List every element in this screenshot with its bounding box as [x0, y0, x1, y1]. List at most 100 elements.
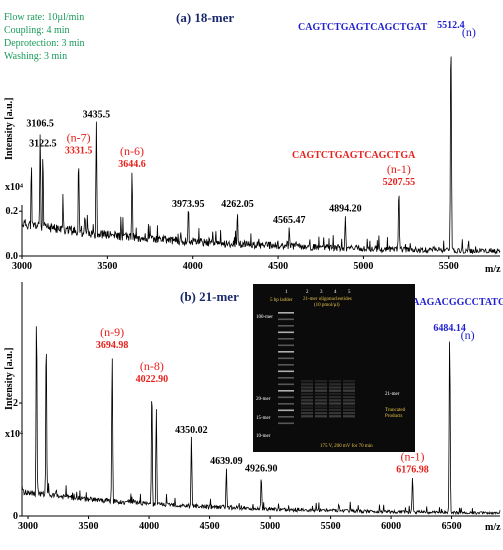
gel-size-10: 10-mer [256, 434, 271, 439]
y-tick-label: 0.2 [6, 206, 19, 217]
peak-label: 3435.5 [83, 110, 111, 121]
gel-ladder-band [278, 357, 294, 360]
gel-sample-band [329, 402, 341, 405]
gel-sample-band [315, 396, 327, 399]
gel-sample-band [315, 392, 327, 395]
x-tick-label: 4000 [183, 261, 203, 272]
gel-sample-band [315, 402, 327, 405]
gel-ladder-title: 5 bp ladder [270, 298, 293, 303]
peak-label: 4926.90 [245, 463, 278, 474]
x-tick-label: 3000 [18, 521, 38, 532]
gel-sample-band [343, 412, 355, 415]
panel-b-multiplier: x10⁴ [5, 429, 23, 440]
peak-label: 6484.14 [433, 323, 466, 334]
gel-size-20: 20-mer [256, 397, 271, 402]
gel-ladder-band [278, 383, 294, 386]
gel-ladder-band [278, 416, 294, 418]
gel-sample-band [315, 389, 327, 392]
gel-ladder-band [278, 351, 294, 353]
gel-sample-band [315, 386, 327, 389]
gel-sample-band [329, 396, 341, 399]
panel-a-spectrum-trace [21, 56, 501, 255]
condition-coupling: Coupling: 4 min [4, 25, 70, 36]
gel-sample-band [343, 415, 355, 418]
peak-label: 3644.6 [118, 159, 146, 170]
peak-label: 3331.5 [65, 145, 93, 156]
gel-sample-band [343, 402, 355, 405]
peak-tag: (n) [462, 25, 476, 39]
gel-sample-band [343, 405, 355, 408]
gel-size-100: 100-mer [256, 315, 273, 320]
gel-ladder-band [278, 325, 294, 327]
panel-b-title: (b) 21-mer [180, 289, 239, 304]
gel-sample-band [329, 392, 341, 395]
gel-ladder-band [278, 318, 294, 321]
x-tick-label: 4500 [200, 521, 220, 532]
gel-sample-band [301, 392, 313, 395]
x-tick-label: 5500 [439, 261, 459, 272]
gel-inset: 1 2 3 4 5 5 bp ladder 21-mer oligonucleo… [253, 284, 415, 452]
gel-sample-band [343, 389, 355, 392]
gel-sample-band [329, 386, 341, 389]
gel-sample-band [301, 386, 313, 389]
gel-sample-band [315, 408, 327, 411]
panel-a: (a) 18-mer CAGTCTGAGTCAGCTGAT CAGTCTGAGT… [4, 10, 501, 275]
peak-tag: (n-8) [140, 359, 164, 373]
gel-ladder-band [278, 390, 294, 392]
peak-tag: (n-6) [120, 144, 144, 158]
gel-sample-band [301, 412, 313, 415]
panel-a-sequence-n-1: CAGTCTGAGTCAGCTGA [292, 150, 416, 161]
gel-sample-band [315, 405, 327, 408]
peak-label: 3106.5 [26, 119, 54, 130]
gel-sample-band [315, 399, 327, 402]
gel-sample-band [315, 412, 327, 415]
panel-a-sequence-n: CAGTCTGAGTCAGCTGAT [298, 22, 428, 33]
gel-ladder-band [278, 331, 294, 334]
condition-flow: Flow rate: 10µl/min [4, 12, 84, 23]
peak-tag: (n-1) [401, 449, 425, 463]
peak-tag: (n-1) [387, 162, 411, 176]
gel-ladder-band [278, 403, 294, 405]
panel-a-multiplier: x10⁴ [5, 182, 23, 193]
gel-ladder-band [278, 422, 294, 425]
x-tick-label: 4500 [268, 261, 288, 272]
gel-sample-band [329, 408, 341, 411]
gel-ladder-band [278, 312, 294, 314]
gel-sample-band [315, 415, 327, 418]
x-tick-label: 5000 [260, 521, 280, 532]
condition-washing: Washing: 3 min [4, 51, 67, 62]
panel-b-ylabel: Intensity [a.u.] [4, 347, 15, 410]
gel-sample-band [301, 405, 313, 408]
gel-ladder-band [278, 338, 294, 340]
gel-lane-4: 4 [334, 290, 337, 295]
gel-lane-3: 3 [320, 290, 323, 295]
gel-sample-band [329, 383, 341, 386]
panel-a-ylabel: Intensity [a.u.] [4, 97, 15, 160]
gel-sample-band [343, 399, 355, 402]
gel-sample-band [301, 415, 313, 418]
x-tick-label: 5500 [321, 521, 341, 532]
peak-label: 3973.95 [172, 199, 205, 210]
gel-sample-title: 21-mer oligonucleotides [303, 297, 352, 302]
gel-sample-band [301, 408, 313, 411]
gel-sample-band [329, 389, 341, 392]
gel-mark-21mer: 21-mer [385, 392, 400, 397]
peak-label: 4350.02 [175, 425, 208, 436]
x-tick-label: 3500 [97, 261, 117, 272]
gel-truncated-2: Products [385, 414, 403, 419]
x-tick-label: 6000 [381, 521, 401, 532]
x-tick-label: 3000 [12, 261, 32, 272]
peak-label: 3694.98 [96, 340, 129, 351]
gel-sample-band [329, 399, 341, 402]
gel-ladder-band [278, 364, 294, 366]
x-tick-label: 6500 [442, 521, 462, 532]
gel-sample-band [301, 383, 313, 386]
y-tick-label: 0.0 [6, 251, 19, 262]
gel-lane-5: 5 [348, 290, 351, 295]
gel-lane-1: 1 [285, 290, 288, 295]
gel-sample-band [301, 380, 313, 383]
gel-ladder-band [278, 409, 294, 412]
gel-sample-band [343, 396, 355, 399]
gel-ladder-band [278, 396, 294, 399]
